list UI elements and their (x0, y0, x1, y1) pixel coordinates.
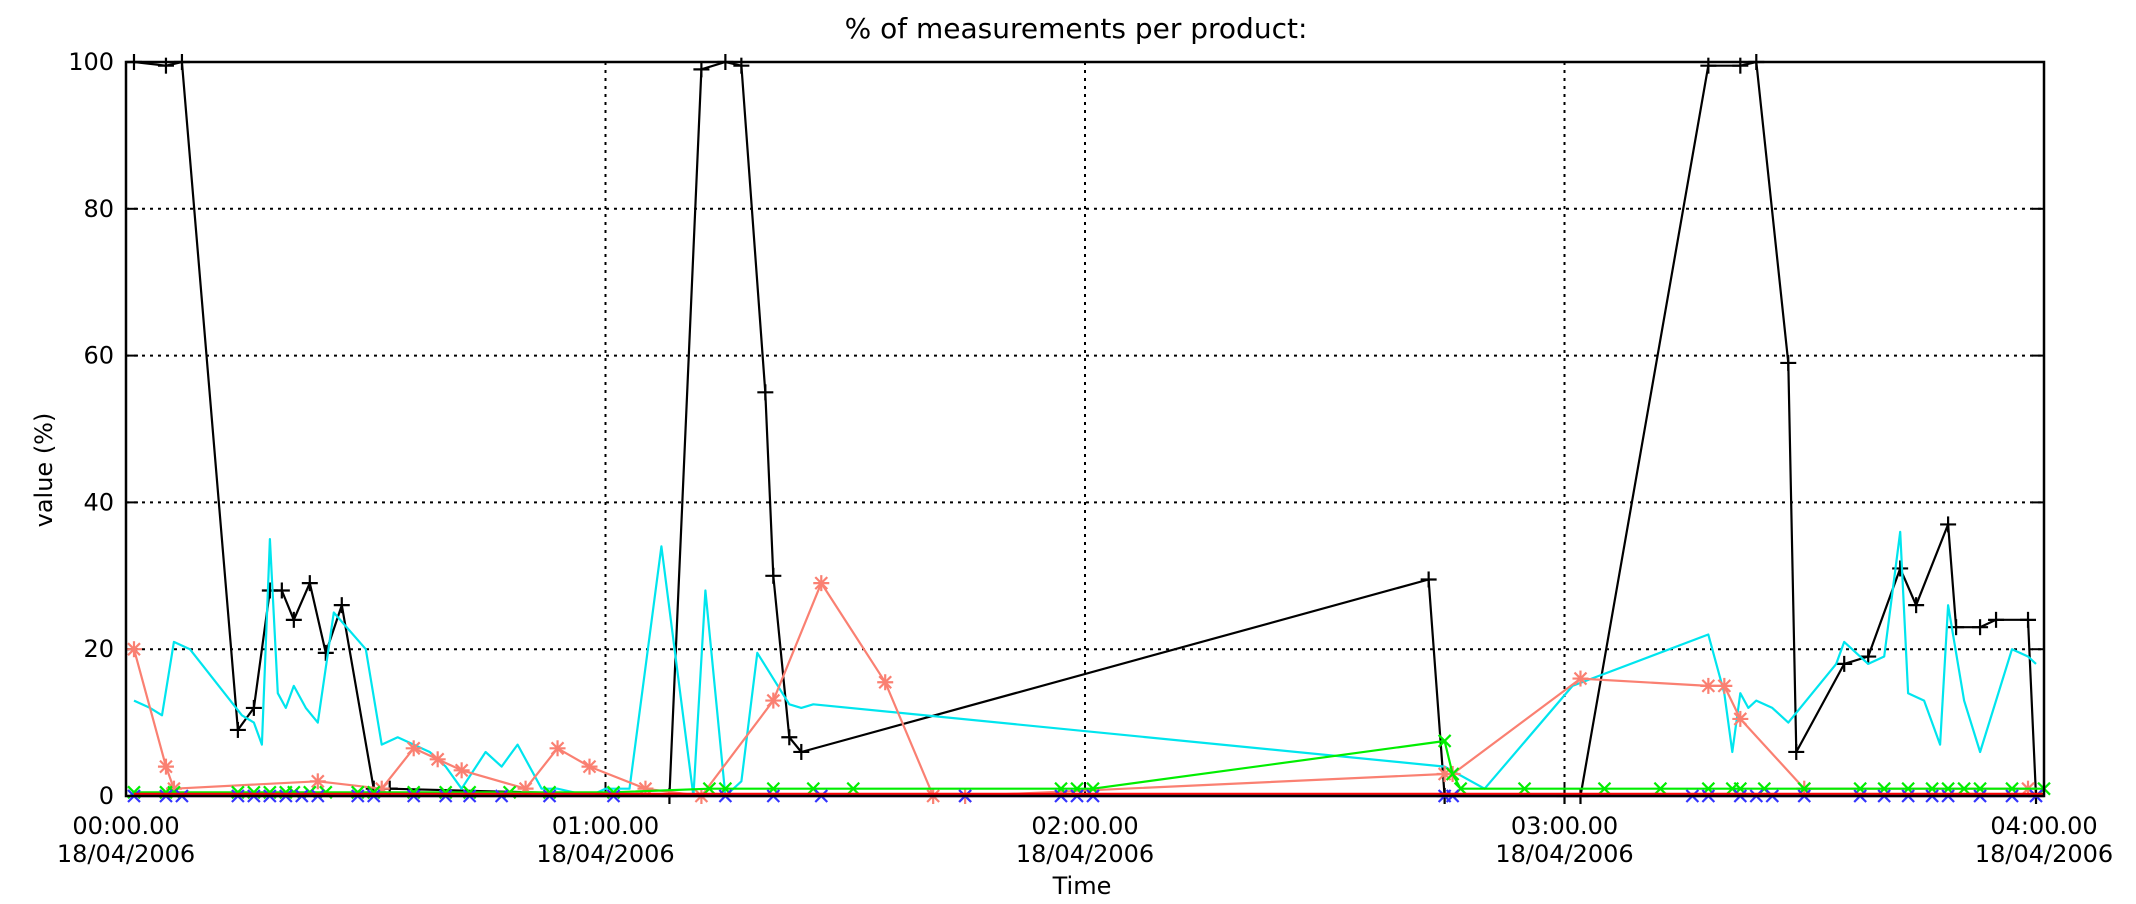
series-2 (125, 575, 2037, 804)
series-0-point-31 (1860, 648, 1877, 665)
x-tick-time-1: 01:00.00 (552, 812, 659, 840)
series-0-point-28 (1780, 354, 1797, 371)
grid (126, 62, 2044, 796)
series-3-point-27 (1445, 767, 1460, 781)
series-0-point-26 (1732, 57, 1749, 74)
series-2-point-0 (125, 641, 142, 658)
series-2-point-10 (581, 758, 598, 775)
x-tick-time-4: 04:00.00 (1990, 812, 2097, 840)
x-tick-date-2: 18/04/2006 (1016, 840, 1154, 868)
series-3-point-42 (1957, 781, 1971, 796)
y-tick-label-40: 40 (83, 488, 114, 516)
chart-title: % of measurements per product: (845, 12, 1308, 45)
series-1-line (133, 530, 2037, 798)
series-0-point-29 (1788, 743, 1805, 760)
series-0-point-8 (301, 575, 318, 592)
series-0-point-18 (765, 567, 782, 584)
tick-labels: 02040608010000:00.0018/04/200601:00.0018… (57, 48, 2113, 868)
series-0-point-19 (781, 729, 798, 746)
series-group (125, 54, 2051, 804)
series-0-point-16 (733, 57, 750, 74)
series-2-point-6 (429, 751, 446, 768)
series-3-point-29 (1517, 781, 1532, 796)
series-2-point-3 (309, 773, 326, 790)
y-tick-label-100: 100 (68, 48, 114, 76)
x-tick-time-2: 02:00.00 (1031, 812, 1138, 840)
series-2-point-23 (1732, 710, 1749, 727)
plot-border (124, 60, 2046, 798)
series-2-point-1 (157, 758, 174, 775)
series-0 (125, 54, 2045, 804)
series-0-point-36 (1972, 619, 1989, 636)
x-tick-date-0: 18/04/2006 (57, 840, 195, 868)
series-3-point-18 (702, 781, 717, 796)
plot-frame (124, 60, 2046, 798)
series-2-point-13 (765, 692, 782, 709)
series-0-point-20 (793, 743, 810, 760)
series-0-point-3 (229, 721, 246, 738)
series-3-point-26 (1437, 734, 1452, 748)
y-tick-label-60: 60 (83, 342, 114, 370)
series-2-point-9 (549, 740, 566, 757)
series-2-line (132, 581, 2028, 798)
series-2-point-22 (1716, 677, 1733, 694)
series-2-point-21 (1700, 677, 1717, 694)
series-0-point-38 (2020, 611, 2037, 628)
series-2-point-15 (877, 674, 894, 691)
x-tick-date-1: 18/04/2006 (536, 840, 674, 868)
series-0-point-6 (273, 582, 290, 599)
x-tick-time-3: 03:00.00 (1511, 812, 1618, 840)
series-0-point-4 (245, 699, 262, 716)
series-1 (133, 530, 2037, 798)
series-0-point-33 (1908, 597, 1925, 614)
series-3-point-30 (1597, 781, 1612, 796)
x-tick-time-0: 00:00.00 (72, 812, 179, 840)
y-tick-label-20: 20 (83, 635, 114, 663)
x-axis-label: Time (1052, 872, 1112, 900)
series-2-point-20 (1572, 670, 1589, 687)
series-0-point-30 (1836, 655, 1853, 672)
x-tick-date-3: 18/04/2006 (1495, 840, 1633, 868)
series-0-point-14 (693, 61, 710, 78)
series-0-point-25 (1700, 57, 1717, 74)
y-tick-label-0: 0 (99, 782, 114, 810)
series-0-point-9 (317, 644, 334, 661)
series-0-line (133, 60, 2038, 798)
axes (125, 61, 2045, 797)
series-3-point-22 (846, 781, 861, 796)
y-tick-label-80: 80 (83, 195, 114, 223)
series-0-point-37 (1988, 611, 2005, 628)
series-0-point-10 (333, 597, 350, 614)
series-2-point-14 (813, 575, 830, 592)
series-0-point-17 (757, 384, 774, 401)
series-0-point-7 (285, 611, 302, 628)
series-2-point-7 (453, 762, 470, 779)
series-2-point-5 (405, 740, 422, 757)
series-3-line (134, 739, 2044, 794)
x-tick-date-4: 18/04/2006 (1975, 840, 2113, 868)
series-0-point-1 (157, 57, 174, 74)
series-0-point-34 (1940, 516, 1957, 533)
y-axis-label: value (%) (30, 413, 58, 528)
series-0-point-21 (1420, 571, 1437, 588)
series-3-point-31 (1653, 781, 1668, 796)
